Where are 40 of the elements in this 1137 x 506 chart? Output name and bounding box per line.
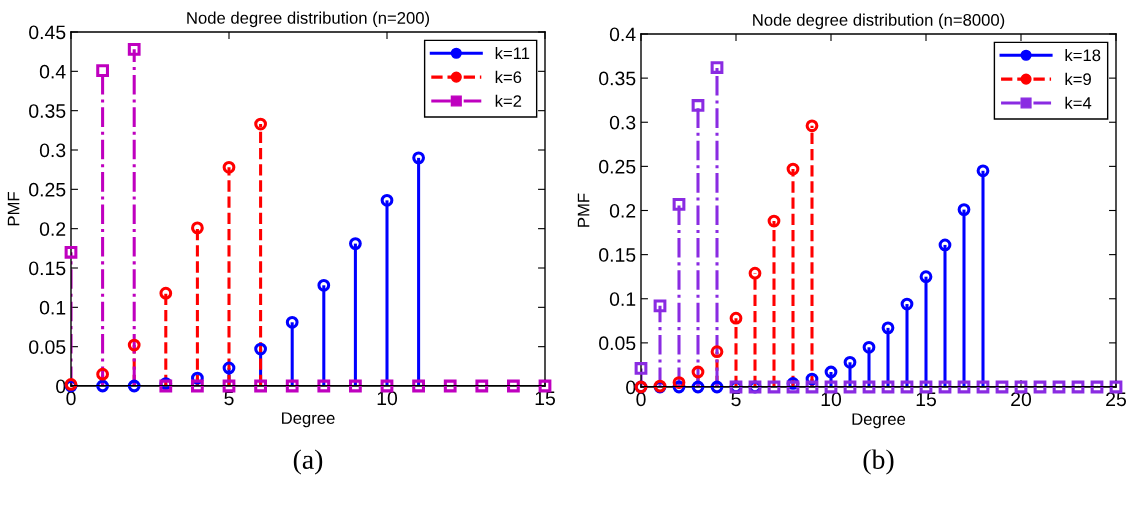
y-tick-label: 0.3	[39, 143, 66, 158]
y-tick-label: 0.05	[29, 340, 66, 354]
y-tick-label: 0.2	[39, 222, 66, 236]
x-tick-label: 10	[821, 392, 842, 407]
y-tick-label: 0.4	[39, 64, 66, 79]
x-axis-title: Degree	[282, 412, 335, 428]
y-tick-label: 0.25	[599, 159, 636, 174]
y-tick-label: 0.4	[609, 27, 636, 42]
y-tick-label: 0	[626, 380, 636, 395]
y-tick-label: 0.1	[39, 300, 66, 315]
x-tick-label: 10	[377, 391, 398, 406]
legend-label: k=6	[495, 70, 522, 84]
x-tick-label: 0	[66, 391, 76, 406]
text: (b)	[863, 449, 894, 475]
y-tick-label: 0.05	[599, 336, 636, 351]
y-tick-label: 0.25	[29, 182, 66, 197]
legend-label: k=4	[1065, 96, 1092, 109]
y-tick-label: 0	[56, 379, 66, 394]
x-tick-label: 20	[1011, 392, 1032, 407]
y-tick-label: 0.35	[29, 104, 66, 118]
y-axis-title: PMF	[7, 192, 20, 226]
y-tick-label: 0.15	[29, 261, 66, 276]
y-tick-label: 0.3	[609, 115, 636, 130]
x-tick-label: 15	[916, 392, 936, 407]
y-axis-title: PMF	[577, 193, 590, 227]
text: (a)	[293, 449, 323, 475]
legend-label: k=9	[1065, 72, 1091, 86]
y-tick-label: 0.1	[609, 292, 636, 306]
x-tick-label: 0	[636, 392, 646, 407]
x-tick-label: 15	[535, 391, 555, 406]
y-tick-label: 0.35	[599, 71, 636, 86]
legend-label: k=2	[495, 94, 522, 107]
legend-label: k=18	[1065, 49, 1101, 62]
y-tick-label: 0.2	[609, 203, 636, 218]
chart-title: Node degree distribution (n=200)	[187, 11, 430, 28]
y-tick-label: 0.15	[599, 248, 636, 262]
y-tick-label: 0.45	[29, 25, 66, 40]
legend-label: k=11	[495, 47, 530, 60]
x-axis-title: Degree	[852, 413, 906, 429]
chart-title: Node degree distribution (n=8000)	[753, 13, 1005, 30]
